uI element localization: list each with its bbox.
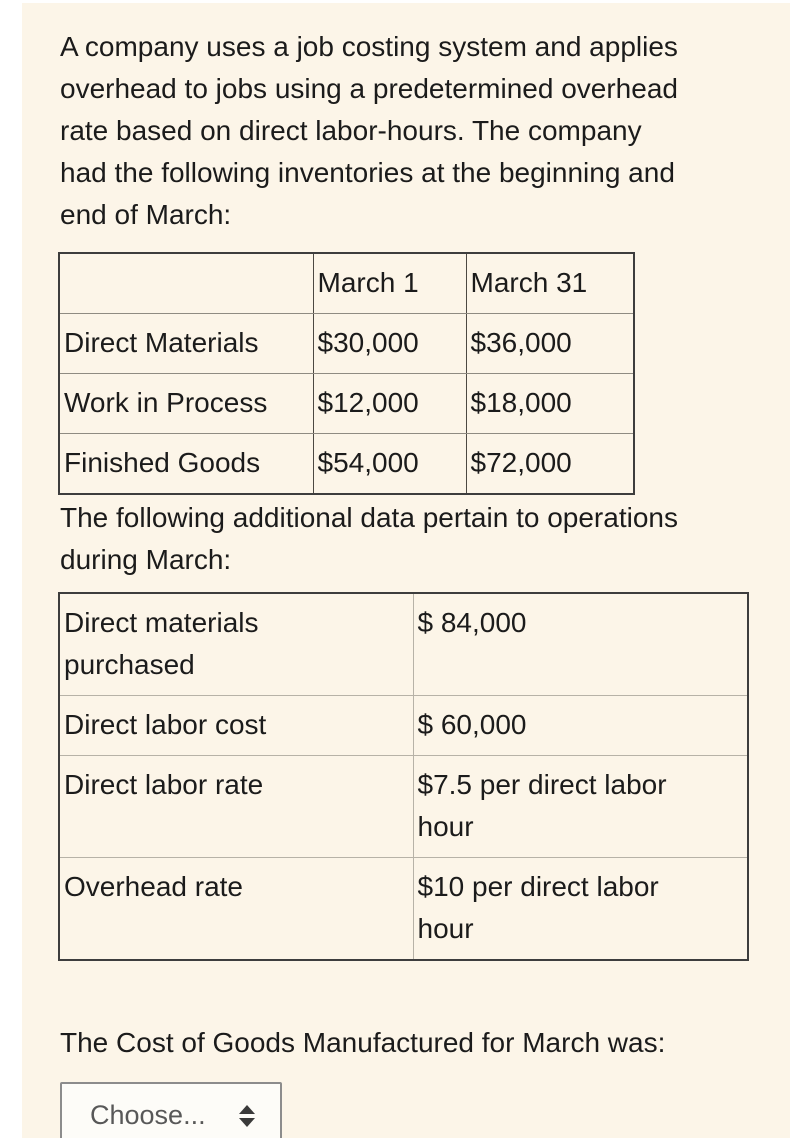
march31-value-cell: $18,000 [465, 373, 635, 434]
table-row: Direct labor rate $7.5 per direct labor … [58, 755, 749, 858]
additional-data-intro-text: The following additional data pertain to… [60, 502, 678, 575]
table-row: Direct labor cost $ 60,000 [58, 695, 749, 756]
march31-value-cell: $36,000 [465, 313, 635, 374]
question-sheet: A company uses a job costing system and … [22, 3, 790, 1138]
inventory-table: March 1 March 31 Direct Materials $30,00… [58, 252, 635, 495]
table-row: Direct Materials $30,000 $36,000 [58, 313, 635, 374]
march1-value-cell: $54,000 [312, 433, 467, 495]
row-label-cell: Direct labor cost [58, 695, 414, 756]
row-value-cell: $10 per direct labor hour [412, 857, 749, 961]
arrow-up-icon [239, 1104, 255, 1114]
table-row: Finished Goods $54,000 $72,000 [58, 433, 635, 495]
row-label-cell: Direct materials purchased [58, 592, 414, 696]
inventory-header-row: March 1 March 31 [58, 252, 635, 314]
updown-arrow-icon [239, 1104, 255, 1127]
row-label-cell: Direct labor rate [58, 755, 414, 858]
row-label-cell: Finished Goods [58, 433, 314, 495]
answer-dropdown-value: Choose... [90, 1100, 206, 1130]
table-row: Work in Process $12,000 $18,000 [58, 373, 635, 434]
cogm-question-text: The Cost of Goods Manufactured for March… [60, 1027, 666, 1058]
additional-data-table: Direct materials purchased $ 84,000 Dire… [58, 592, 749, 961]
march31-value-cell: $72,000 [465, 433, 635, 495]
march1-value-cell: $30,000 [312, 313, 467, 374]
inventory-header-march1: March 1 [312, 252, 467, 314]
row-label-cell: Direct Materials [58, 313, 314, 374]
row-label-cell: Overhead rate [58, 857, 414, 961]
march1-value-cell: $12,000 [312, 373, 467, 434]
table-row: Direct materials purchased $ 84,000 [58, 592, 749, 696]
row-value-cell: $ 60,000 [412, 695, 749, 756]
row-value-cell: $7.5 per direct labor hour [412, 755, 749, 858]
inventory-header-empty-cell [58, 252, 314, 314]
question-intro-text: A company uses a job costing system and … [60, 31, 678, 230]
inventory-header-march31: March 31 [465, 252, 635, 314]
table-row: Overhead rate $10 per direct labor hour [58, 857, 749, 961]
row-value-cell: $ 84,000 [412, 592, 749, 696]
arrow-down-icon [239, 1117, 255, 1127]
answer-dropdown[interactable]: Choose... [60, 1082, 282, 1138]
row-label-cell: Work in Process [58, 373, 314, 434]
